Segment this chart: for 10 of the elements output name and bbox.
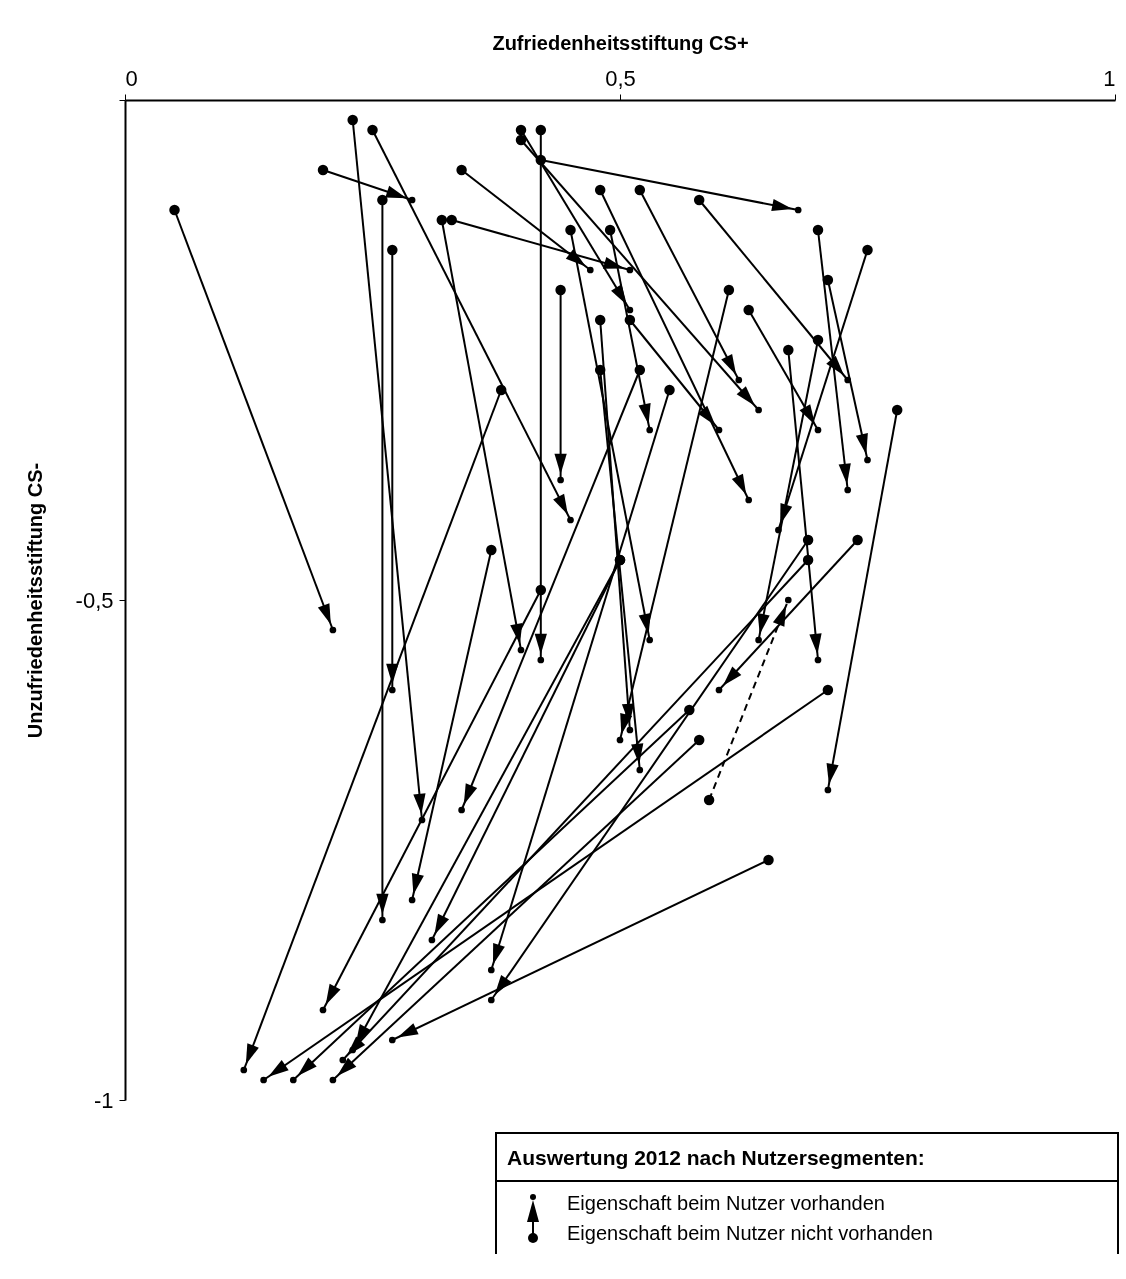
y-tick-label: -0,5: [75, 587, 114, 613]
x-tick-label: 0,5: [605, 65, 636, 91]
text: Eigenschaft beim Nutzer vorhanden: [567, 1191, 886, 1216]
y-tick-label: -1: [93, 1087, 114, 1113]
y-axis-title: Unzufriedenheitsstiftung CS-: [23, 462, 46, 739]
text: Eigenschaft beim Nutzer nicht vorhanden: [567, 1221, 934, 1246]
x-axis-title: Zufriedenheitsstiftung CS+: [492, 31, 749, 54]
x-tick-label: 1: [1103, 65, 1116, 91]
legend-title: Auswertung 2012 nach Nutzersegmenten:: [497, 1134, 1117, 1182]
x-tick-label: 0: [125, 65, 138, 91]
